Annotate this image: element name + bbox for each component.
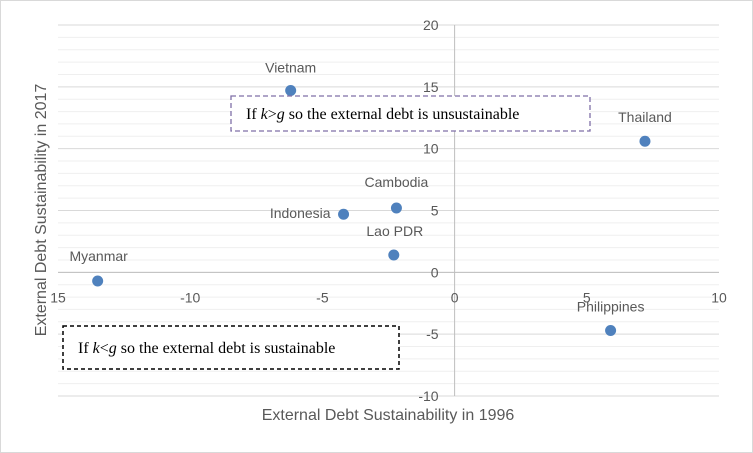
- data-point: [605, 324, 617, 336]
- point-label: Lao PDR: [366, 223, 423, 239]
- annotation-sustainable-text: If k<g so the external debt is sustainab…: [78, 340, 335, 357]
- point-label: Myanmar: [69, 248, 128, 264]
- annotation-unsustainable-text: If k>g so the external debt is unsustain…: [246, 106, 519, 123]
- y-axis-title: External Debt Sustainability in 2017: [33, 84, 50, 337]
- x-tick-label: 10: [711, 289, 727, 305]
- x-tick-labels: 15 -10 -5 0 5 10: [50, 289, 727, 305]
- y-tick-label: 10: [423, 141, 439, 157]
- annotation-unsustainable-box: [230, 95, 591, 132]
- x-tick-label: 15: [50, 289, 66, 305]
- y-tick-label: -10: [418, 388, 438, 404]
- x-tick-label: -5: [316, 289, 329, 305]
- data-point: [639, 135, 651, 147]
- x-tick-label: -10: [180, 289, 200, 305]
- x-axis-title: External Debt Sustainability in 1996: [262, 407, 515, 424]
- point-label: Philippines: [577, 298, 645, 314]
- x-tick-label: 5: [583, 289, 591, 305]
- point-labels: Vietnam Thailand Cambodia Indonesia Lao PDR M…: [69, 60, 671, 315]
- y-tick-labels: -10 -5 0 5 10 15 20: [418, 17, 438, 404]
- data-point: [390, 202, 402, 214]
- annotation-sustainable-box: [62, 325, 400, 370]
- data-point: [92, 275, 104, 287]
- data-point: [285, 85, 297, 97]
- y-tick-label: 15: [423, 79, 439, 95]
- y-tick-label: 5: [431, 203, 439, 219]
- y-tick-label: 20: [423, 17, 439, 33]
- point-label: Indonesia: [270, 205, 331, 221]
- data-point: [338, 208, 350, 220]
- y-tick-label: 0: [431, 264, 439, 280]
- point-label: Cambodia: [365, 174, 429, 190]
- point-label: Thailand: [618, 109, 672, 125]
- data-point: [388, 249, 400, 261]
- x-tick-label: 0: [451, 289, 459, 305]
- annotation-sustainable: If k<g so the external debt is sustainab…: [62, 325, 400, 370]
- data-points: [92, 85, 651, 336]
- annotation-unsustainable: If k>g so the external debt is unsustain…: [230, 95, 591, 132]
- point-label: Vietnam: [265, 60, 316, 76]
- y-tick-label: -5: [426, 326, 439, 342]
